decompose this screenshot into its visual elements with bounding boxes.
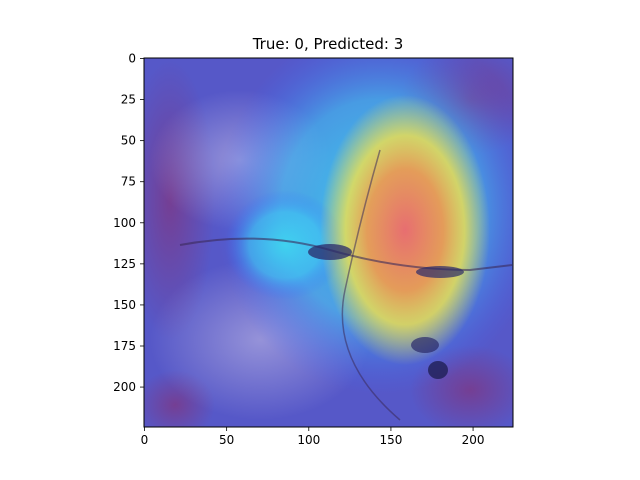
x-tick-label: 200 xyxy=(462,433,485,447)
plot-frame xyxy=(143,57,514,428)
x-tick-label: 150 xyxy=(379,433,402,447)
x-tick-label: 100 xyxy=(297,433,320,447)
cell-nucleus xyxy=(308,244,352,260)
x-tick-label: 50 xyxy=(219,433,234,447)
y-tick-label: 175 xyxy=(113,339,136,353)
heatmap-image xyxy=(144,58,513,427)
y-tick-label: 75 xyxy=(121,175,136,189)
y-tick-label: 100 xyxy=(113,216,136,230)
y-tick-label: 125 xyxy=(113,257,136,271)
activation-hotspot xyxy=(320,95,490,365)
activation-cyan-left xyxy=(225,190,345,300)
y-tick-label: 25 xyxy=(121,93,136,107)
y-tick-label: 150 xyxy=(113,298,136,312)
y-tick-label: 0 xyxy=(128,52,136,66)
cell-nucleus xyxy=(416,266,464,278)
x-tick-label: 0 xyxy=(141,433,149,447)
chart-title: True: 0, Predicted: 3 xyxy=(252,35,404,53)
y-axis: 0 25 50 75 100 125 150 175 200 xyxy=(113,52,144,394)
tissue-fiber xyxy=(341,149,401,421)
x-axis: 0 50 100 150 200 xyxy=(141,427,485,447)
y-tick-label: 50 xyxy=(121,134,136,148)
cell-nucleus xyxy=(428,361,448,379)
y-tick-label: 200 xyxy=(113,380,136,394)
cell-nucleus xyxy=(411,337,439,353)
